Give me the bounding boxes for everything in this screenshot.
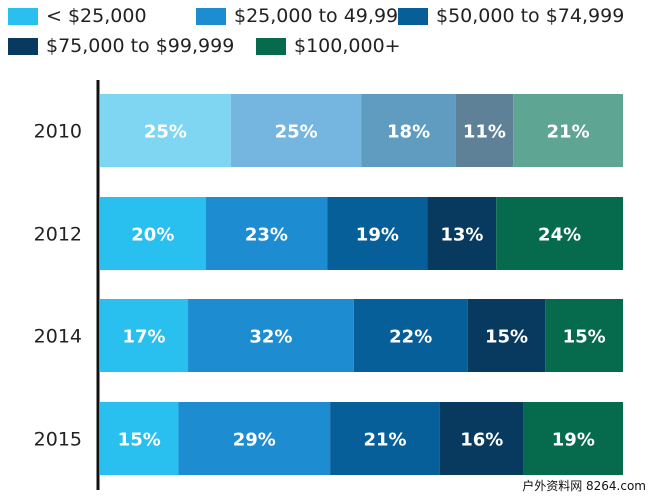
data-label: 15% [485,327,528,348]
year-label: 2014 [34,326,82,348]
bar-segment [513,94,623,167]
data-label: 20% [131,225,174,246]
data-label: 23% [245,225,288,246]
bar-segment [467,299,546,372]
data-label: 25% [275,122,318,143]
legend-label: $100,000+ [294,35,401,57]
data-label: 13% [440,225,483,246]
bar-segment [178,402,331,475]
data-label: 17% [122,327,165,348]
legend-item: < $25,000 [8,4,147,28]
legend-label: $50,000 to $74,999 [436,5,625,27]
legend-swatch [256,37,286,55]
legend-label: $25,000 to 49,999 [234,5,411,27]
data-label: 22% [389,327,432,348]
bar-segment [188,299,354,372]
data-label: 15% [118,430,161,451]
legend-label: $75,000 to $99,999 [46,35,235,57]
data-label: 19% [552,430,595,451]
legend-swatch [398,7,428,25]
bar-segment [427,197,497,270]
legend-item: $100,000+ [256,34,401,58]
legend-swatch [8,7,38,25]
legend-item: $50,000 to $74,999 [398,4,624,28]
legend-item: $25,000 to 49,999 [196,4,410,28]
year-label: 2015 [34,429,82,451]
bar-segment [496,197,623,270]
bar-segment [353,299,468,372]
bar-segment [100,94,231,167]
data-label: 18% [387,122,430,143]
data-label: 16% [460,430,503,451]
bar-segment [330,402,440,475]
data-label: 21% [547,122,590,143]
data-label: 24% [538,225,581,246]
bar-segment [230,94,362,167]
data-label: 15% [563,327,606,348]
chart-legend: < $25,000 $25,000 to 49,999 $50,000 to $74… [8,4,648,66]
data-label: 29% [233,430,276,451]
data-label: 25% [144,122,187,143]
bar-segment [361,94,456,167]
bar-segment [100,197,206,270]
legend-item: $75,000 to $99,999 [8,34,234,58]
data-label: 11% [463,122,506,143]
year-label: 2012 [34,224,82,246]
watermark: 户外资料网 8264.com [522,479,646,493]
bar-segment [455,94,514,167]
legend-label: < $25,000 [46,5,147,27]
bar-segment [523,402,623,475]
bar-segment [545,299,623,372]
legend-swatch [8,37,38,55]
data-label: 21% [363,430,406,451]
legend-swatch [196,7,226,25]
data-label: 19% [356,225,399,246]
bar-segment [100,299,189,372]
bar-segment [439,402,524,475]
bar-segment [327,197,428,270]
bar-segment [205,197,328,270]
data-label: 32% [249,327,292,348]
year-label: 2010 [34,121,82,143]
bar-segment [100,402,179,475]
